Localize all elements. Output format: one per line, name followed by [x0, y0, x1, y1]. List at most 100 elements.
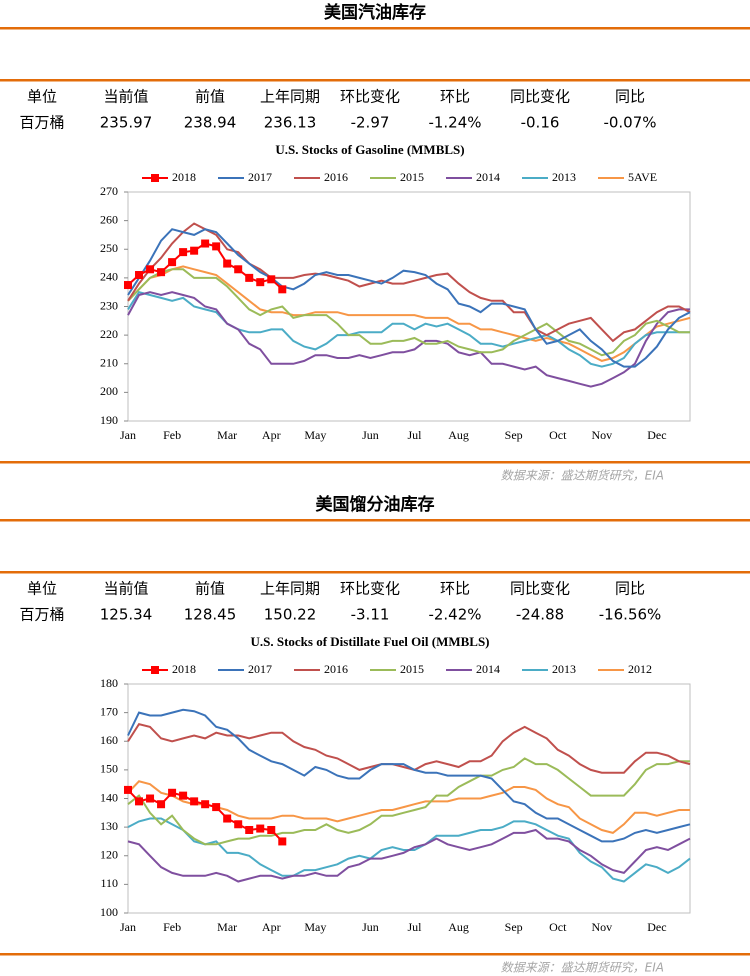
divider — [0, 519, 750, 522]
divider — [0, 79, 750, 82]
data-point — [168, 258, 177, 267]
legend-label: 2016 — [324, 170, 348, 184]
x-tick-label: Feb — [163, 920, 181, 934]
series-line — [127, 265, 691, 362]
y-tick-label: 210 — [100, 356, 118, 370]
data-point — [245, 825, 254, 834]
data-point — [278, 285, 287, 294]
table-header: 同比变化 — [510, 580, 570, 598]
table-cell: -0.16 — [521, 114, 560, 132]
legend-label: 2018 — [172, 662, 196, 676]
data-point — [190, 246, 199, 255]
legend-label: 2014 — [476, 170, 500, 184]
data-point — [212, 242, 221, 251]
x-tick-label: Mar — [217, 428, 237, 442]
y-tick-label: 160 — [100, 733, 118, 747]
data-point — [245, 273, 254, 282]
table-header: 上年同期 — [260, 88, 320, 106]
x-tick-label: May — [304, 920, 326, 934]
x-tick-label: Oct — [549, 428, 567, 442]
table-cell: -24.88 — [516, 606, 564, 624]
table-cell: -2.97 — [351, 114, 390, 132]
y-tick-label: 100 — [100, 905, 118, 919]
table-header: 当前值 — [103, 88, 148, 106]
data-point — [278, 837, 287, 846]
data-point — [179, 248, 188, 257]
x-tick-label: Oct — [549, 920, 567, 934]
data-point — [124, 785, 132, 794]
data-point — [135, 271, 144, 280]
series-line — [127, 780, 690, 834]
divider — [0, 953, 750, 956]
data-point — [135, 797, 144, 806]
data-point — [179, 791, 188, 800]
y-tick-label: 230 — [100, 298, 118, 312]
divider — [0, 461, 750, 464]
x-tick-label: May — [304, 428, 326, 442]
table-cell: 235.97 — [100, 114, 153, 132]
plot-frame — [127, 191, 691, 422]
legend-label: 2013 — [552, 662, 576, 676]
table-header: 同比 — [615, 580, 645, 598]
data-point — [256, 278, 265, 287]
legend-label: 2012 — [628, 662, 652, 676]
data-point — [124, 281, 132, 290]
table-cell: -3.11 — [351, 606, 390, 624]
x-tick-label: Aug — [448, 920, 469, 934]
table-header: 环比 — [440, 88, 470, 106]
source-note: 数据来源：盛达期货研究，EIA — [501, 961, 664, 975]
table-header: 当前值 — [103, 580, 148, 598]
legend-marker — [151, 174, 159, 182]
series-line — [127, 291, 690, 368]
x-tick-label: Jul — [408, 428, 423, 442]
x-tick-label: Apr — [262, 428, 281, 442]
table-cell: 238.94 — [184, 114, 237, 132]
legend-label: 2017 — [248, 662, 272, 676]
x-tick-label: Feb — [163, 428, 181, 442]
legend-label: 2018 — [172, 170, 196, 184]
chart-title: U.S. Stocks of Distillate Fuel Oil (MMBL… — [250, 634, 489, 649]
table-header: 单位 — [27, 580, 57, 598]
data-point — [157, 268, 166, 277]
table-header: 环比 — [440, 580, 470, 598]
data-point — [267, 275, 276, 284]
legend-label: 2017 — [248, 170, 272, 184]
y-tick-label: 260 — [100, 212, 118, 226]
legend-label: 2015 — [400, 170, 424, 184]
data-point — [234, 265, 243, 274]
data-point — [201, 239, 210, 248]
x-tick-label: Nov — [592, 428, 613, 442]
data-point — [223, 814, 232, 823]
table-header: 同比 — [615, 88, 645, 106]
chart-title: U.S. Stocks of Gasoline (MMBLS) — [275, 142, 464, 157]
data-point — [157, 800, 166, 809]
data-point — [212, 803, 221, 812]
plot-frame — [127, 683, 691, 914]
y-tick-label: 240 — [100, 270, 118, 284]
y-tick-label: 130 — [100, 819, 118, 833]
table-cell: 128.45 — [184, 606, 237, 624]
section-title: 美国汽油库存 — [324, 2, 426, 23]
table-header: 前值 — [195, 88, 225, 106]
x-tick-label: Aug — [448, 428, 469, 442]
legend-label: 2013 — [552, 170, 576, 184]
series-line — [127, 228, 691, 368]
table-header: 环比变化 — [340, 88, 400, 106]
table-cell: -1.24% — [428, 114, 481, 132]
series-line — [127, 828, 691, 883]
series-line — [127, 708, 691, 843]
y-tick-label: 140 — [100, 790, 118, 804]
table-header: 环比变化 — [340, 580, 400, 598]
x-tick-label: Jul — [408, 920, 423, 934]
table-header: 前值 — [195, 580, 225, 598]
data-point — [256, 824, 265, 833]
y-tick-label: 220 — [100, 327, 118, 341]
table-cell: 百万桶 — [19, 606, 64, 624]
data-point — [201, 800, 210, 809]
x-tick-label: Sep — [505, 428, 523, 442]
series-line — [127, 291, 690, 388]
series-line — [127, 722, 691, 774]
x-tick-label: Jan — [120, 920, 136, 934]
series-line — [127, 757, 690, 846]
